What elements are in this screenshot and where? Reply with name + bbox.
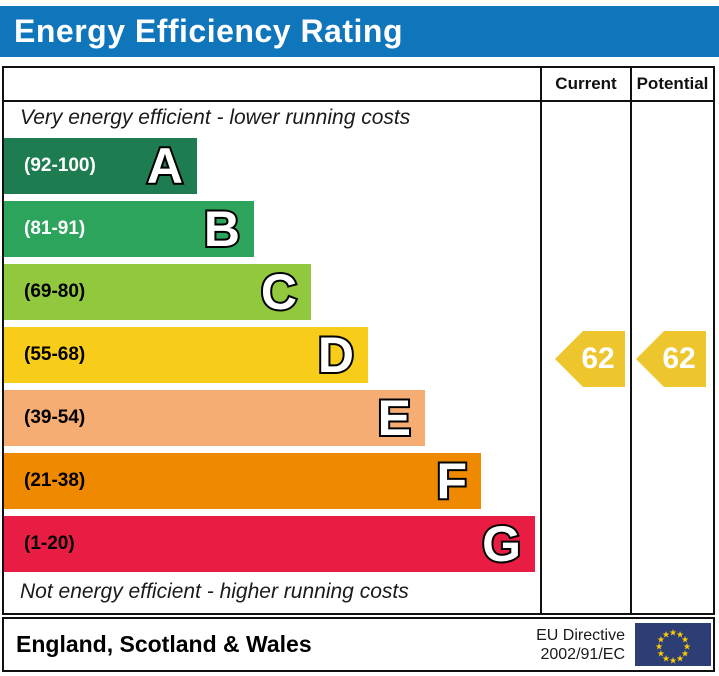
svg-text:E: E [378, 391, 411, 445]
svg-text:★: ★ [681, 649, 689, 659]
svg-text:★: ★ [657, 635, 665, 645]
band-range-label: (81-91) [24, 218, 86, 239]
region-label: England, Scotland & Wales [16, 631, 312, 657]
svg-text:D: D [318, 328, 354, 382]
potential-body: 62 [632, 102, 713, 613]
band-range-label: (21-38) [24, 470, 86, 491]
band-letter-glyph: A [145, 139, 185, 193]
svg-text:★: ★ [662, 629, 670, 639]
svg-text:F: F [436, 454, 467, 508]
band-letter-glyph: F [434, 454, 469, 508]
svg-text:★: ★ [655, 642, 663, 652]
footer: England, Scotland & Wales EU Directive 2… [2, 617, 715, 672]
eu-flag-icon: ★★★★★★★★★★★★ [635, 623, 711, 666]
band-letter-glyph: E [376, 391, 413, 445]
band-letter-glyph: G [480, 517, 523, 571]
potential-rating-value: 62 [662, 342, 696, 375]
potential-header: Potential [632, 68, 713, 102]
band-letter-glyph: B [202, 202, 242, 256]
caption-very-efficient: Very energy efficient - lower running co… [20, 106, 411, 129]
band-range-label: (69-80) [24, 281, 86, 302]
current-rating-arrow: 62 [555, 331, 625, 387]
svg-text:G: G [482, 517, 521, 571]
svg-text:A: A [147, 139, 183, 193]
current-column: Current 62 [540, 68, 630, 613]
svg-text:B: B [204, 202, 240, 256]
svg-text:★: ★ [662, 654, 670, 664]
current-body: 62 [542, 102, 630, 613]
svg-text:C: C [261, 265, 297, 319]
svg-text:★: ★ [657, 649, 665, 659]
current-header: Current [542, 68, 630, 102]
band-letter-glyph: C [259, 265, 299, 319]
potential-column: Potential 62 [630, 68, 713, 613]
svg-text:★: ★ [683, 642, 691, 652]
eu-directive-line1: EU Directive [536, 626, 625, 644]
svg-text:★: ★ [681, 635, 689, 645]
band-row-e: (39-54) E [4, 390, 425, 446]
eu-directive-line2: 2002/91/EC [540, 645, 625, 663]
band-row-f: (21-38) F [4, 453, 481, 509]
band-range-label: (92-100) [24, 155, 96, 176]
current-rating-value: 62 [581, 342, 615, 375]
bands-column: Very energy efficient - lower running co… [4, 68, 540, 613]
title-bar: Energy Efficiency Rating [0, 6, 719, 57]
band-range-label: (39-54) [24, 407, 86, 428]
svg-text:★: ★ [669, 656, 677, 666]
band-row-a: (92-100) A [4, 138, 197, 194]
eu-directive-text: EU Directive 2002/91/EC [536, 626, 625, 664]
rating-table: Very energy efficient - lower running co… [2, 66, 715, 615]
page-title: Energy Efficiency Rating [14, 13, 403, 49]
bands-area: Very energy efficient - lower running co… [4, 102, 540, 613]
bands-header-spacer [4, 68, 540, 102]
band-row-g: (1-20) G [4, 516, 535, 572]
band-range-label: (1-20) [24, 533, 75, 554]
caption-not-efficient: Not energy efficient - higher running co… [20, 580, 409, 603]
band-letter-glyph: D [316, 328, 356, 382]
band-row-c: (69-80) C [4, 264, 311, 320]
svg-text:★: ★ [676, 629, 684, 639]
band-row-b: (81-91) B [4, 201, 254, 257]
band-range-label: (55-68) [24, 344, 86, 365]
band-row-d: (55-68) D [4, 327, 368, 383]
potential-rating-arrow: 62 [636, 331, 706, 387]
svg-text:★: ★ [676, 654, 684, 664]
svg-text:★: ★ [669, 628, 677, 638]
